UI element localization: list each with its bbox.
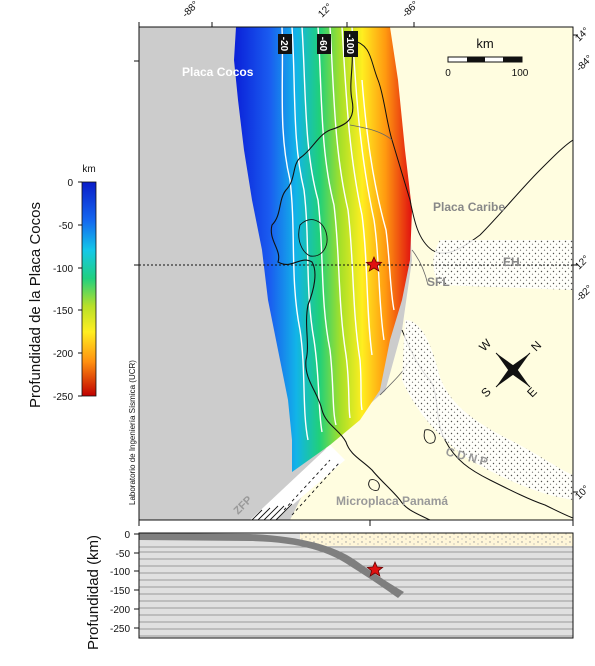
profile-panel xyxy=(139,533,573,638)
colorbar-ticks xyxy=(78,181,82,397)
tick-right-lat-14: 14° xyxy=(573,26,591,44)
map-panel: Placa Cocos Placa Caribe EH SFL CDNP Mic… xyxy=(139,27,573,520)
contour-label-60: -60 xyxy=(317,34,331,54)
colorbar-tick-0: 0 xyxy=(67,178,73,189)
colorbar-tick-250: -250 xyxy=(53,392,73,403)
colorbar-unit: km xyxy=(82,164,95,175)
scale-min: 0 xyxy=(445,68,451,79)
colorbar-tick-100: -100 xyxy=(53,264,73,275)
event-star-profile xyxy=(366,561,384,577)
profile-slab xyxy=(139,533,404,598)
contour-label-20: -20 xyxy=(278,34,292,54)
profile-gridlines xyxy=(139,546,573,637)
map-frame xyxy=(138,26,574,521)
compass-rose xyxy=(495,352,531,388)
cdnp-zone xyxy=(402,320,573,500)
tick-top-lat-12: 12° xyxy=(316,2,334,20)
svg-text:-60: -60 xyxy=(317,37,328,52)
credit-text: Laboratorio de Ingeniería Sísmica (UCR) xyxy=(128,360,137,505)
tick-top-lon-86: -86° xyxy=(400,0,421,20)
tick-right-lat-12: 12° xyxy=(573,254,591,272)
tick-right-lon-84: -84° xyxy=(574,53,595,74)
colorbar: Profundidad de la Placa Cocos km 0 -50 -… xyxy=(27,164,97,408)
scale-unit: km xyxy=(476,36,493,51)
profile-frame xyxy=(138,532,574,639)
svg-text:-100: -100 xyxy=(344,34,355,54)
depth-contours xyxy=(281,27,395,441)
profile-tick-250: -250 xyxy=(110,624,130,635)
lake-nicaragua xyxy=(298,219,328,257)
frame-ticks xyxy=(134,22,578,526)
zfp-zone xyxy=(250,445,345,520)
profile-tick-0: 0 xyxy=(124,530,130,541)
profile-tick-50: -50 xyxy=(116,549,131,560)
profile-tick-150: -150 xyxy=(110,586,130,597)
label-placa-caribe: Placa Caribe xyxy=(433,200,505,214)
profile-tick-200: -200 xyxy=(110,605,130,616)
colorbar-tick-150: -150 xyxy=(53,306,73,317)
label-microplaca-panama: Microplaca Panamá xyxy=(336,494,448,508)
contour-label-100: -100 xyxy=(344,31,358,57)
coastline xyxy=(270,39,431,520)
svg-text:-20: -20 xyxy=(278,37,289,52)
label-eh: EH xyxy=(503,255,520,269)
panama-microplate-area xyxy=(290,380,470,520)
tick-right-lon-82: -82° xyxy=(574,283,595,304)
event-star-map xyxy=(365,256,383,272)
label-placa-cocos: Placa Cocos xyxy=(182,65,254,79)
caribbean-coast xyxy=(351,39,573,254)
profile-background xyxy=(139,533,573,638)
tick-top-lon-88: -88° xyxy=(180,0,201,20)
scale-max: 100 xyxy=(512,68,529,79)
colorbar-title: Profundidad de la Placa Cocos xyxy=(27,202,44,408)
colorbar-ramp xyxy=(81,181,97,397)
scale-bar: km 0 100 xyxy=(445,36,529,79)
profile-crust xyxy=(300,533,573,546)
profile-ylabel: Profundidad (km) xyxy=(85,535,102,650)
tick-right-lat-10: 10° xyxy=(573,484,591,502)
coast-islands xyxy=(368,429,436,491)
colorbar-tick-200: -200 xyxy=(53,349,73,360)
profile-tick-100: -100 xyxy=(110,567,130,578)
colorbar-tick-50: -50 xyxy=(59,221,74,232)
profile-yticks xyxy=(134,533,139,629)
label-sfl: SFL xyxy=(427,275,450,289)
zfp-hatch xyxy=(251,459,341,520)
